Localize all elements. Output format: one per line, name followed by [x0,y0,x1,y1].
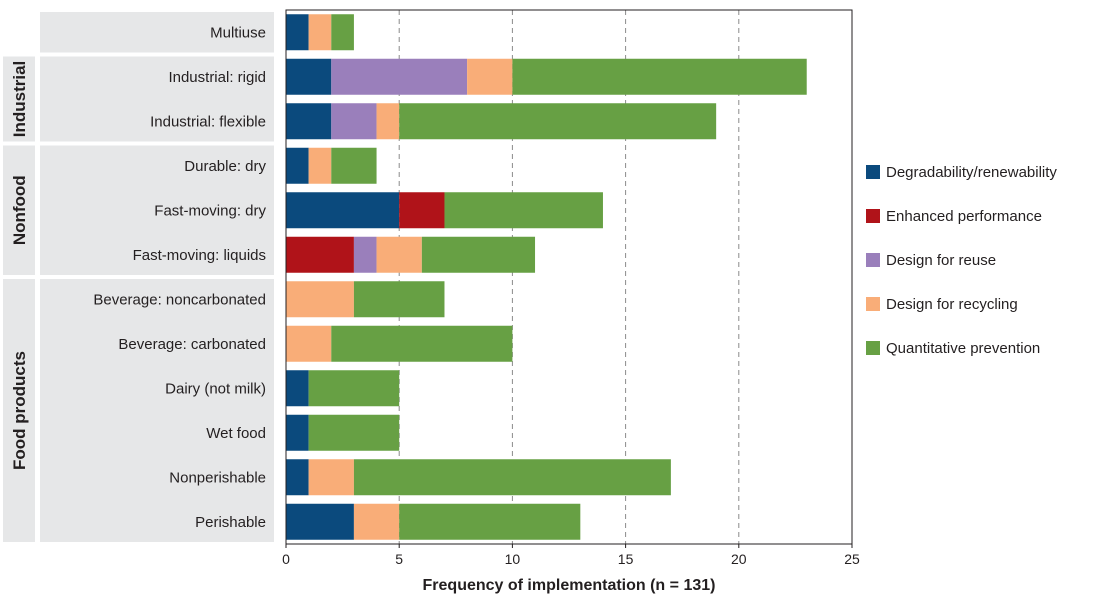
category-label-dairy-not-milk: Dairy (not milk) [165,380,266,397]
bar-perishable-design-for-recycling [353,503,400,540]
legend-swatch-design-for-recycling [866,297,880,311]
bar-industrial-rigid-quantitative-prevention [512,58,807,95]
bar-fast-moving-dry-quantitative-prevention [444,192,603,229]
category-label-layer: Industrial Nonfood Food products Multiuse In… [10,24,266,531]
group-label-food-products: Food products [10,351,29,470]
category-label-durable-dry: Durable: dry [184,158,266,175]
bar-nonperishable-quantitative-prevention [353,459,671,496]
bar-industrial-flexible-quantitative-prevention [399,103,717,140]
bar-nonperishable-design-for-recycling [308,459,354,496]
category-label-wet-food: Wet food [206,425,266,442]
bar-industrial-rigid-design-for-reuse [331,58,468,95]
category-box-ungrouped [40,12,274,53]
bar-durable-dry-quantitative-prevention [331,147,377,184]
bar-perishable-quantitative-prevention [399,503,581,540]
x-tick-layer: 0 5 10 15 20 25 [282,544,860,567]
bar-industrial-rigid-design-for-recycling [467,58,513,95]
legend-label-design-for-recycling: Design for recycling [886,296,1018,313]
legend-swatch-design-for-reuse [866,253,880,267]
category-box-nonfood [40,145,274,275]
bar-fast-moving-dry-degradability-renewability [286,192,400,229]
legend-swatch-degradability-renewability [866,165,880,179]
legend-label-degradability-renewability: Degradability/renewability [886,164,1057,181]
bar-fast-moving-liquids-enhanced-performance [286,236,354,273]
legend: Degradability/renewability Enhanced perfo… [866,164,1057,357]
x-tick-label-25: 25 [844,551,860,567]
bar-fast-moving-liquids-design-for-recycling [376,236,422,273]
group-box-nonfood [3,145,35,275]
bar-beverage-carbonated-design-for-recycling [286,325,332,362]
x-tick-label-10: 10 [505,551,521,567]
group-background-layer [3,56,35,542]
category-box-industrial [40,56,274,142]
x-tick-label-0: 0 [282,551,290,567]
bar-fast-moving-liquids-design-for-reuse [353,236,377,273]
bar-industrial-flexible-design-for-recycling [376,103,400,140]
legend-swatch-enhanced-performance [866,209,880,223]
group-box-industrial [3,56,35,142]
category-box-food-products [40,279,274,542]
group-box-food-products [3,279,35,542]
grid-layer [398,10,740,544]
bar-nonperishable-degradability-renewability [286,459,309,496]
bar-beverage-noncarbonated-design-for-recycling [286,281,354,318]
bar-beverage-carbonated-quantitative-prevention [331,325,513,362]
category-label-perishable: Perishable [195,514,266,531]
bar-perishable-degradability-renewability [286,503,354,540]
legend-swatch-quantitative-prevention [866,341,880,355]
category-label-nonperishable: Nonperishable [169,469,266,486]
bar-layer [286,14,807,540]
bar-durable-dry-design-for-recycling [308,147,332,184]
bar-beverage-noncarbonated-quantitative-prevention [353,281,445,318]
bar-multiuse-degradability-renewability [286,14,309,51]
x-tick-label-15: 15 [618,551,634,567]
bar-industrial-flexible-design-for-reuse [331,103,377,140]
category-label-fast-moving-dry: Fast-moving: dry [154,202,266,219]
plot-frame [285,9,853,545]
bar-dairy-not-milk-quantitative-prevention [308,370,400,407]
bar-fast-moving-liquids-quantitative-prevention [421,236,536,273]
x-axis-title: Frequency of implementation (n = 131) [423,577,716,594]
bar-industrial-flexible-degradability-renewability [286,103,332,140]
x-tick-label-5: 5 [395,551,403,567]
bar-durable-dry-degradability-renewability [286,147,309,184]
legend-label-quantitative-prevention: Quantitative prevention [886,340,1040,357]
category-label-industrial-flexible: Industrial: flexible [150,113,266,130]
category-label-fast-moving-liquids: Fast-moving: liquids [133,247,266,264]
category-label-beverage-carbonated: Beverage: carbonated [118,336,266,353]
bar-fast-moving-dry-enhanced-performance [399,192,445,229]
bar-multiuse-quantitative-prevention [331,14,354,51]
bar-industrial-rigid-degradability-renewability [286,58,332,95]
group-label-nonfood: Nonfood [10,175,29,245]
bar-wet-food-quantitative-prevention [308,414,400,451]
legend-label-enhanced-performance: Enhanced performance [886,208,1042,225]
category-label-multiuse: Multiuse [210,24,266,41]
x-tick-label-20: 20 [731,551,747,567]
category-label-industrial-rigid: Industrial: rigid [168,69,266,86]
legend-label-design-for-reuse: Design for reuse [886,252,996,269]
group-label-industrial: Industrial [10,61,29,138]
category-background-layer [40,12,274,542]
bar-dairy-not-milk-degradability-renewability [286,370,309,407]
category-label-beverage-noncarbonated: Beverage: noncarbonated [93,291,266,308]
bar-multiuse-design-for-recycling [308,14,332,51]
bar-wet-food-degradability-renewability [286,414,309,451]
